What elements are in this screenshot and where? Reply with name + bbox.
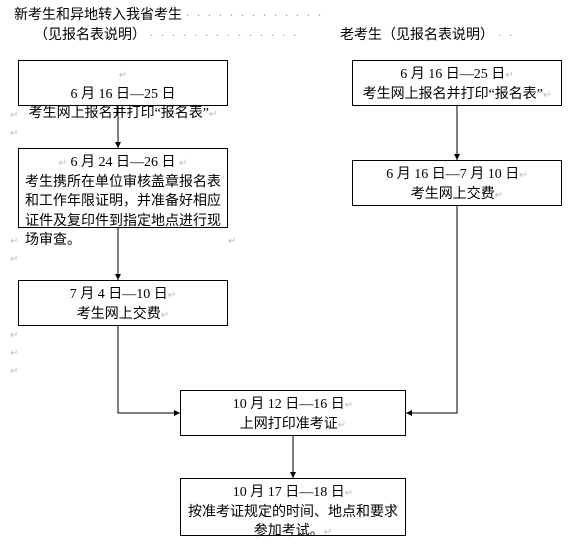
return-mark: ↵: [543, 90, 551, 101]
return-mark: ↵: [59, 158, 67, 169]
node-n2: ↵ 6 月 24 日—26 日 ↵ 考生携所在单位审核盖章报名表和工作年限证明，…: [18, 148, 228, 228]
node-r1: 6 月 16 日—25 日↵ 考生网上报名并打印“报名表”↵: [352, 60, 562, 106]
return-mark: ↵: [119, 70, 127, 81]
return-mark: ↵: [505, 70, 513, 81]
return-mark: ↵: [10, 110, 18, 121]
header-left-sub: （见报名表说明） · · · · · · · · · · · · · ·: [34, 24, 298, 44]
edge-n3-m1: [118, 326, 180, 413]
node-n3: 7 月 4 日—10 日↵ 考生网上交费↵: [18, 280, 228, 326]
return-mark: ↵: [209, 109, 217, 120]
node-m2: 10 月 17 日—18 日↵ 按准考证规定的时间、地点和要求参加考试。↵: [180, 478, 406, 536]
node-r1-date: 6 月 16 日—25 日: [400, 67, 505, 82]
node-r2-text: 考生网上交费: [411, 187, 495, 202]
node-m1-date: 10 月 12 日—16 日: [233, 397, 345, 412]
return-mark: ↵: [345, 400, 353, 411]
return-mark: ↵: [10, 366, 18, 377]
edge-r2-m1: [406, 206, 457, 413]
node-m2-date: 10 月 17 日—18 日: [233, 485, 345, 500]
return-mark: ↵: [324, 527, 332, 538]
return-mark: ↵: [10, 348, 18, 359]
header-left-top: 新考生和异地转入我省考生 · · · · · · · · · · · · ·: [14, 4, 323, 24]
dots-after-left-top: · · · · · · · · · · · · ·: [186, 8, 324, 22]
return-mark: ↵: [179, 158, 187, 169]
return-mark: ↵: [161, 310, 169, 321]
node-n3-text: 考生网上交费: [77, 307, 161, 322]
return-mark: ↵: [10, 128, 18, 139]
node-m1: 10 月 12 日—16 日↵ 上网打印准考证↵: [180, 390, 406, 436]
node-n1-text: 考生网上报名并打印“报名表”: [29, 106, 209, 121]
node-r1-text: 考生网上报名并打印“报名表”: [363, 87, 543, 102]
return-mark: ↵: [338, 420, 346, 431]
node-n3-date: 7 月 4 日—10 日: [70, 287, 168, 302]
return-mark: ↵: [345, 488, 353, 499]
node-n2-date: 6 月 24 日—26 日: [71, 155, 176, 170]
return-mark: ↵: [495, 190, 503, 201]
header-left-top-text: 新考生和异地转入我省考生: [14, 8, 182, 23]
return-mark: ↵: [10, 254, 18, 265]
header-right: 老考生（见报名表说明） · ·: [340, 24, 515, 44]
node-r2: 6 月 16 日—7 月 10 日↵ 考生网上交费↵: [352, 160, 562, 206]
dots-after-right: · ·: [498, 28, 515, 42]
dots-after-left-sub: · · · · · · · · · · · · · ·: [150, 28, 299, 42]
node-n1-date: 6 月 16 日—25 日: [25, 85, 221, 105]
header-right-text: 老考生（见报名表说明）: [340, 28, 494, 43]
node-r2-date: 6 月 16 日—7 月 10 日: [386, 167, 519, 182]
node-n1: ↵ 6 月 16 日—25 日 考生网上报名并打印“报名表”↵: [18, 60, 228, 106]
return-mark: ↵: [519, 170, 527, 181]
node-n2-text: 考生携所在单位审核盖章报名表和工作年限证明，并准备好相应证件及复印件到指定地点进…: [25, 173, 221, 251]
return-mark: ↵: [10, 236, 18, 247]
header-left-sub-text: （见报名表说明）: [34, 28, 146, 43]
return-mark: ↵: [10, 330, 18, 341]
return-mark: ↵: [228, 236, 236, 247]
node-m1-text: 上网打印准考证: [240, 417, 338, 432]
return-mark: ↵: [168, 290, 176, 301]
node-m2-text: 按准考证规定的时间、地点和要求参加考试。: [188, 505, 398, 540]
